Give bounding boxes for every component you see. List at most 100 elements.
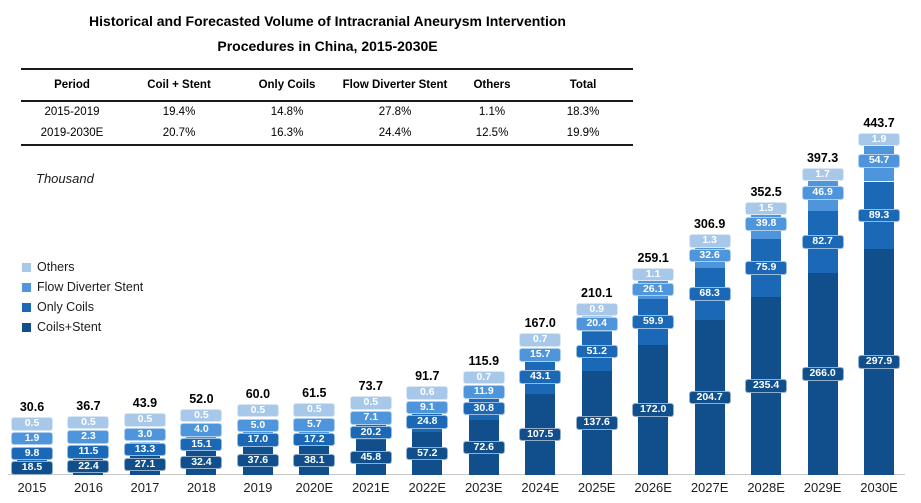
- bar-value-chip-coils_stent: 18.5: [11, 461, 53, 475]
- bar-value-chip-flow_diverter_stent: 9.1: [406, 400, 449, 415]
- table-cell: 24.4%: [378, 126, 412, 139]
- x-axis-label: 2015: [17, 480, 47, 495]
- table-cell: 2019-2030E: [40, 126, 104, 139]
- page-title-line2: Procedures in China, 2015-2030E: [217, 38, 438, 54]
- bar-value-chip-others: 0.5: [236, 403, 279, 418]
- bar-total-label: 259.1: [637, 250, 669, 265]
- bar-value-chip-only_coils: 9.8: [11, 446, 53, 461]
- bar-value-chip-others: 1.5: [745, 201, 788, 216]
- x-axis-label: 2028E: [747, 480, 785, 495]
- table-row: 2015-2019 19.4% 14.8% 27.8% 1.1% 18.3%: [21, 101, 633, 123]
- bar-value-chip-flow_diverter_stent: 46.9: [801, 186, 844, 200]
- legend-item: Flow Diverter Stent: [22, 277, 143, 297]
- bar-value-chip-only_coils: 17.0: [236, 433, 279, 447]
- bar-total-label: 91.7: [415, 369, 440, 384]
- bar-value-chip-flow_diverter_stent: 54.7: [858, 154, 901, 168]
- x-axis-label: 2023E: [464, 480, 503, 495]
- table-cell: 18.3%: [566, 106, 600, 118]
- bar-total-label: 36.7: [76, 398, 101, 413]
- table-cell: 16.3%: [270, 126, 304, 139]
- bar-total-label: 443.7: [863, 115, 895, 130]
- page-title-line1: Historical and Forecasted Volume of Intr…: [89, 13, 566, 29]
- bar-value-chip-coils_stent: 72.6: [462, 440, 505, 455]
- bar-value-chip-coils_stent: 45.8: [349, 450, 392, 465]
- bar-value-chip-flow_diverter_stent: 20.4: [575, 317, 618, 331]
- x-axis-label: 2025E: [577, 480, 616, 495]
- bar-value-chip-flow_diverter_stent: 7.1: [349, 411, 392, 425]
- table-cell: 12.5%: [475, 126, 509, 139]
- bar-value-chip-only_coils: 51.2: [575, 344, 618, 359]
- bar-value-chip-others: 1.1: [632, 267, 675, 282]
- legend-label: Coils+Stent: [37, 320, 102, 334]
- table-header-cell: Coil + Stent: [123, 69, 235, 102]
- legend-swatch-icon: [22, 282, 31, 292]
- bar-value-chip-flow_diverter_stent: 39.8: [745, 217, 788, 231]
- bar-value-chip-coils_stent: 235.4: [745, 379, 788, 393]
- table-header-row: Period Coil + Stent Only Coils Flow Diverte…: [21, 69, 633, 102]
- bar-value-chip-coils_stent: 266.0: [801, 367, 844, 381]
- bar-value-chip-coils_stent: 38.1: [293, 453, 336, 468]
- x-axis-label: 2021E: [352, 480, 390, 495]
- x-axis-label: 2030E: [860, 480, 898, 495]
- legend-label: Flow Diverter Stent: [37, 280, 144, 294]
- bar-value-chip-only_coils: 59.9: [632, 315, 675, 329]
- bar-total-label: 210.1: [581, 285, 613, 300]
- bar-value-chip-others: 1.9: [858, 132, 901, 147]
- x-axis-label: 2029E: [803, 480, 842, 495]
- bar-value-chip-only_coils: 75.9: [745, 261, 788, 275]
- bar-value-chip-flow_diverter_stent: 3.0: [123, 427, 166, 442]
- page-title: Historical and Forecasted Volume of Intr…: [30, 9, 625, 59]
- table-header-cell: Period: [21, 69, 123, 102]
- bar-value-chip-flow_diverter_stent: 11.9: [462, 385, 505, 399]
- x-axis-label: 2024E: [521, 480, 560, 495]
- legend-swatch-icon: [22, 262, 31, 272]
- bar-value-chip-others: 0.7: [462, 370, 505, 385]
- x-axis-label: 2022E: [408, 480, 447, 495]
- bar-total-label: 30.6: [19, 400, 45, 415]
- bar-value-chip-coils_stent: 32.4: [180, 455, 223, 470]
- bar-value-chip-coils_stent: 37.6: [236, 453, 279, 468]
- x-axis-line: [8, 474, 905, 475]
- table-header-cell: Others: [451, 69, 533, 102]
- bar-value-chip-coils_stent: 297.9: [858, 355, 901, 369]
- bar-value-chip-others: 1.3: [688, 234, 731, 248]
- bar-value-chip-flow_diverter_stent: 15.7: [519, 348, 562, 362]
- table-cell: 27.8%: [378, 106, 412, 118]
- bar-value-chip-coils_stent: 22.4: [67, 459, 110, 474]
- chart-legend: Others Flow Diverter Stent Only Coils Coils…: [22, 257, 143, 337]
- x-axis-label: 2018: [186, 480, 216, 495]
- bar-value-chip-others: 0.5: [293, 403, 336, 417]
- table-header-cell: Flow Diverter Stent: [339, 69, 451, 102]
- bar-value-chip-flow_diverter_stent: 26.1: [632, 282, 675, 297]
- bar-value-chip-flow_diverter_stent: 1.9: [11, 431, 53, 446]
- table-cell: 20.7%: [162, 126, 196, 139]
- bar-total-label: 52.0: [189, 391, 214, 406]
- bar-value-chip-flow_diverter_stent: 2.3: [67, 430, 110, 444]
- bar-value-chip-others: 0.9: [575, 302, 618, 317]
- bar-total-label: 352.5: [750, 184, 782, 199]
- bar-total-label: 61.5: [302, 386, 327, 401]
- bar-total-label: 115.9: [468, 353, 500, 368]
- bar-value-chip-others: 0.5: [123, 413, 166, 427]
- legend-label: Others: [37, 260, 75, 274]
- bar-total-label: 306.9: [693, 217, 726, 232]
- bar-value-chip-coils_stent: 172.0: [632, 403, 675, 417]
- table-header-cell: Only Coils: [235, 69, 339, 102]
- x-axis-label: 2026E: [634, 480, 672, 495]
- table-cell: 19.4%: [162, 106, 196, 118]
- bar-value-chip-flow_diverter_stent: 5.7: [293, 418, 336, 432]
- bar-total-label: 397.3: [806, 150, 839, 165]
- table-cell: 2015-2019: [44, 106, 100, 118]
- bar-value-chip-only_coils: 82.7: [801, 235, 844, 249]
- bar-value-chip-only_coils: 17.2: [293, 432, 336, 447]
- bar-value-chip-coils_stent: 107.5: [519, 427, 562, 441]
- bar-total-label: 167.0: [524, 316, 556, 331]
- bar-value-chip-others: 0.5: [11, 417, 53, 431]
- bar-value-chip-others: 0.7: [519, 333, 562, 347]
- x-axis-label: 2016: [74, 480, 103, 495]
- bar-value-chip-others: 0.5: [67, 415, 110, 430]
- bar-value-chip-others: 1.7: [801, 167, 844, 182]
- legend-swatch-icon: [22, 302, 31, 312]
